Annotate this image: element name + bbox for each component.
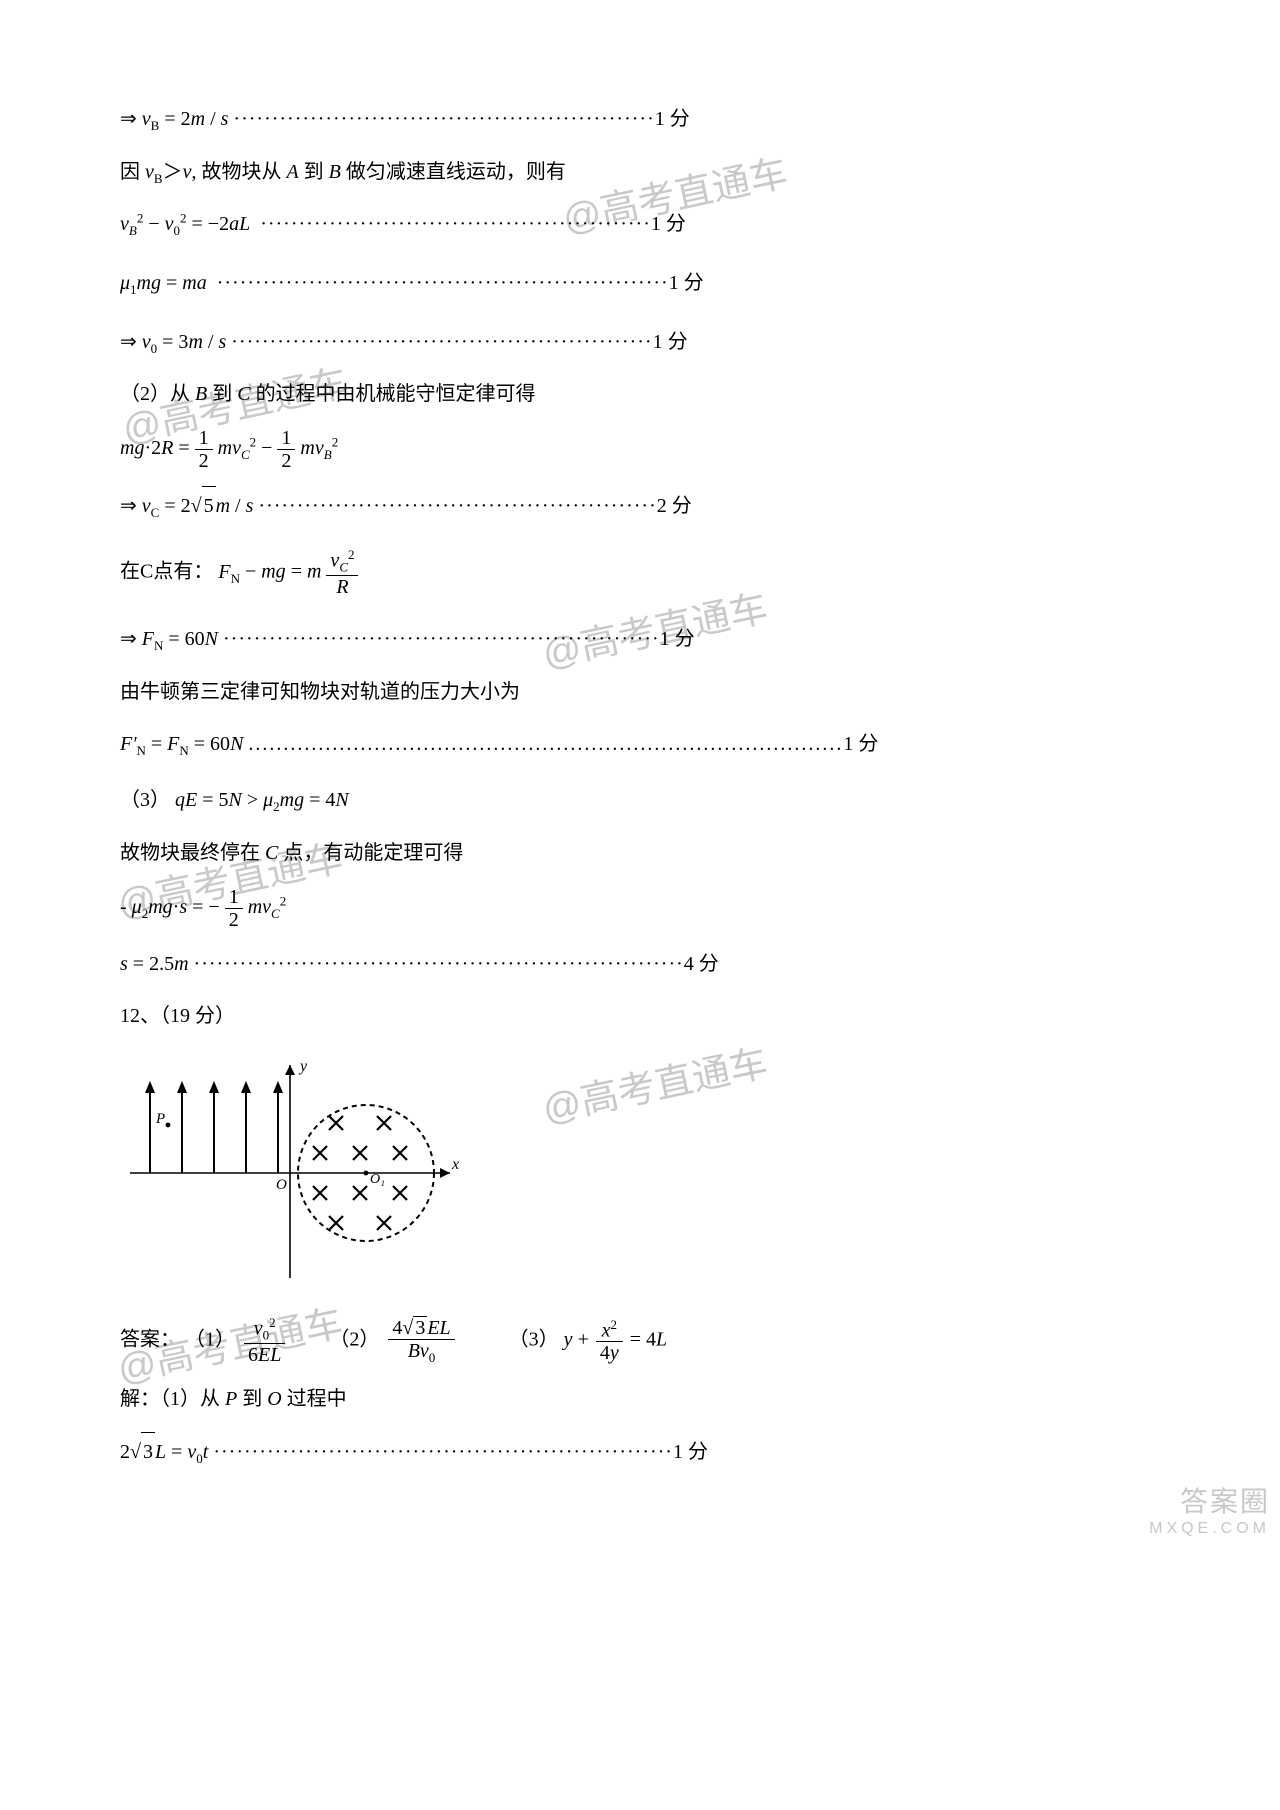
points: 1 分 <box>651 213 686 235</box>
eq-line: s = 2.5m ·······························… <box>120 945 1160 983</box>
text-line: 因 vB＞v, 故物块从 A 到 B 做匀减速直线运动，则有 <box>120 153 1160 192</box>
eq-line: μ1mg = ma ······························… <box>120 264 1160 303</box>
eq-line: - μ2mg·s = − 12 mvC2 <box>120 886 1160 931</box>
points: 4 分 <box>684 953 719 975</box>
solution-body: ⇒ vB = 2m / s ··························… <box>120 100 1160 1472</box>
points: 1 分 <box>843 733 878 755</box>
points: 1 分 <box>653 331 688 353</box>
answer-line: 答案： （1） v02 6EL （2） 43EL Bv0 （3） y + x2 … <box>120 1316 1160 1366</box>
eq-line: 23L = v0t ······························… <box>120 1432 1160 1472</box>
points: 2 分 <box>657 495 692 517</box>
answer-1-label: （1） <box>185 1329 235 1351</box>
point-p-dot <box>166 1123 171 1128</box>
corner-watermark: 答案圈 MXQE.COM <box>1149 1480 1270 1538</box>
answer-label: 答案： <box>120 1329 180 1351</box>
points: 1 分 <box>655 108 690 130</box>
physics-diagram: x y O P O₁ <box>120 1053 1160 1288</box>
text-line: （2）从 B 到 C 的过程中由机械能守恒定律可得 <box>120 375 1160 413</box>
origin-label: O <box>276 1177 287 1193</box>
corner-en: MXQE.COM <box>1149 1520 1270 1538</box>
center-label: O₁ <box>370 1172 385 1187</box>
eq-line: mg·2R = 12 mvC2 − 12 mvB2 <box>120 427 1160 472</box>
diagram-svg: x y O P O₁ <box>120 1053 460 1283</box>
eq-line: vB2 − v02 = −2aL ·······················… <box>120 205 1160 244</box>
center-dot <box>364 1171 369 1176</box>
answer-2-label: （2） <box>329 1329 379 1351</box>
point-p-label: P <box>155 1111 165 1127</box>
eq-line: ⇒ vC = 25m / s ·························… <box>120 486 1160 526</box>
field-arrows <box>145 1081 283 1173</box>
points: 1 分 <box>673 1441 708 1463</box>
eq-line: （3） qE = 5N > μ2mg = 4N <box>120 781 1160 820</box>
x-axis-label: x <box>451 1156 459 1173</box>
eq-line: 在C点有： FN − mg = m vC2R <box>120 548 1160 598</box>
text-line: 解：（1）从 P 到 O 过程中 <box>120 1380 1160 1418</box>
answer-3-label: （3） <box>509 1329 559 1351</box>
y-axis-label: y <box>298 1058 308 1075</box>
eq-line: F'N = FN = 60N .........................… <box>120 725 1160 764</box>
text-line: 由牛顿第三定律可知物块对轨道的压力大小为 <box>120 673 1160 711</box>
eq-line: ⇒ vB = 2m / s ··························… <box>120 100 1160 139</box>
points: 1 分 <box>669 272 704 294</box>
text-line: 12、（19 分） <box>120 997 1160 1035</box>
points: 1 分 <box>660 628 695 650</box>
text-fragment: 在C点有： <box>120 561 213 583</box>
eq-line: ⇒ FN = 60N ·····························… <box>120 620 1160 659</box>
corner-cn: 答案圈 <box>1149 1480 1270 1520</box>
eq-line: ⇒ v0 = 3m / s ··························… <box>120 323 1160 362</box>
text-line: 故物块最终停在 C 点，有动能定理可得 <box>120 834 1160 872</box>
